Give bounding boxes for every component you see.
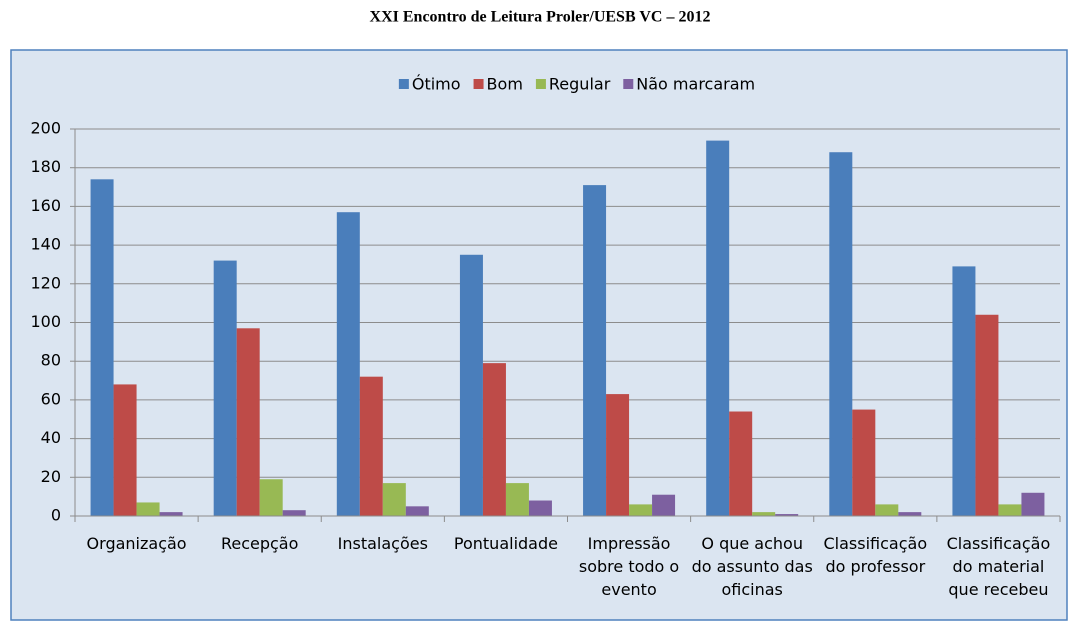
y-tick-label: 160: [30, 196, 61, 215]
y-tick-label: 140: [30, 235, 61, 254]
bar: [898, 512, 922, 516]
x-tick-label: Pontualidade: [453, 534, 558, 553]
legend-label: Regular: [549, 75, 611, 94]
y-tick-label: 100: [30, 312, 61, 331]
legend-label: Bom: [487, 75, 523, 94]
legend-swatch: [535, 79, 546, 89]
bar: [259, 479, 283, 516]
bar: [113, 384, 137, 516]
bar: [752, 512, 776, 516]
bar: [583, 185, 607, 517]
x-tick-label: Instalações: [337, 534, 428, 553]
bar: [90, 179, 114, 516]
x-tick-label: Impressão sobre todo o evento: [578, 534, 680, 599]
legend-swatch: [623, 79, 634, 89]
x-tick-label: O que achou do assunto das oficinas: [691, 534, 813, 599]
bar: [213, 260, 237, 516]
y-tick-label: 120: [30, 273, 61, 292]
x-tick-label: Organização: [86, 534, 187, 553]
legend-label: Não marcaram: [636, 75, 755, 94]
y-tick-label: 180: [30, 157, 61, 176]
chart-area: [10, 49, 1068, 621]
bar: [852, 409, 876, 516]
legend-swatch: [398, 79, 409, 89]
bar: [1021, 492, 1045, 516]
bar: [998, 504, 1022, 516]
bar: [236, 328, 260, 516]
x-tick-label: Classificação do professor: [823, 534, 928, 576]
bar: [829, 152, 853, 516]
x-tick-label: Recepção: [220, 534, 299, 553]
bar: [629, 504, 653, 516]
bar: [382, 483, 406, 516]
bar: [359, 376, 383, 516]
bar: [952, 266, 976, 516]
bar: [528, 500, 552, 516]
x-tick-label: Classificação do material que recebeu: [946, 534, 1051, 599]
bar: [405, 506, 429, 516]
bar: [706, 140, 730, 517]
bar: [652, 494, 676, 516]
y-tick-label: 80: [41, 351, 61, 370]
bar: [875, 504, 899, 516]
bar: [729, 411, 753, 516]
bar: [775, 514, 799, 516]
bar: [282, 510, 306, 516]
y-tick-label: 60: [41, 389, 61, 408]
bar: [459, 254, 483, 516]
bar: [336, 212, 360, 516]
y-tick-label: 20: [41, 467, 61, 486]
bar: [505, 483, 529, 516]
bar: [606, 394, 630, 516]
y-tick-label: 200: [30, 119, 61, 138]
bar: [482, 363, 506, 516]
y-tick-label: 40: [41, 428, 61, 447]
chart-title: XXI Encontro de Leitura Proler/UESB VC –…: [370, 9, 711, 26]
legend-swatch: [473, 79, 484, 89]
bar: [159, 512, 183, 516]
legend-label: Ótimo: [412, 75, 461, 94]
y-tick-label: 0: [51, 506, 61, 525]
bar: [975, 314, 999, 516]
bar: [136, 502, 160, 516]
